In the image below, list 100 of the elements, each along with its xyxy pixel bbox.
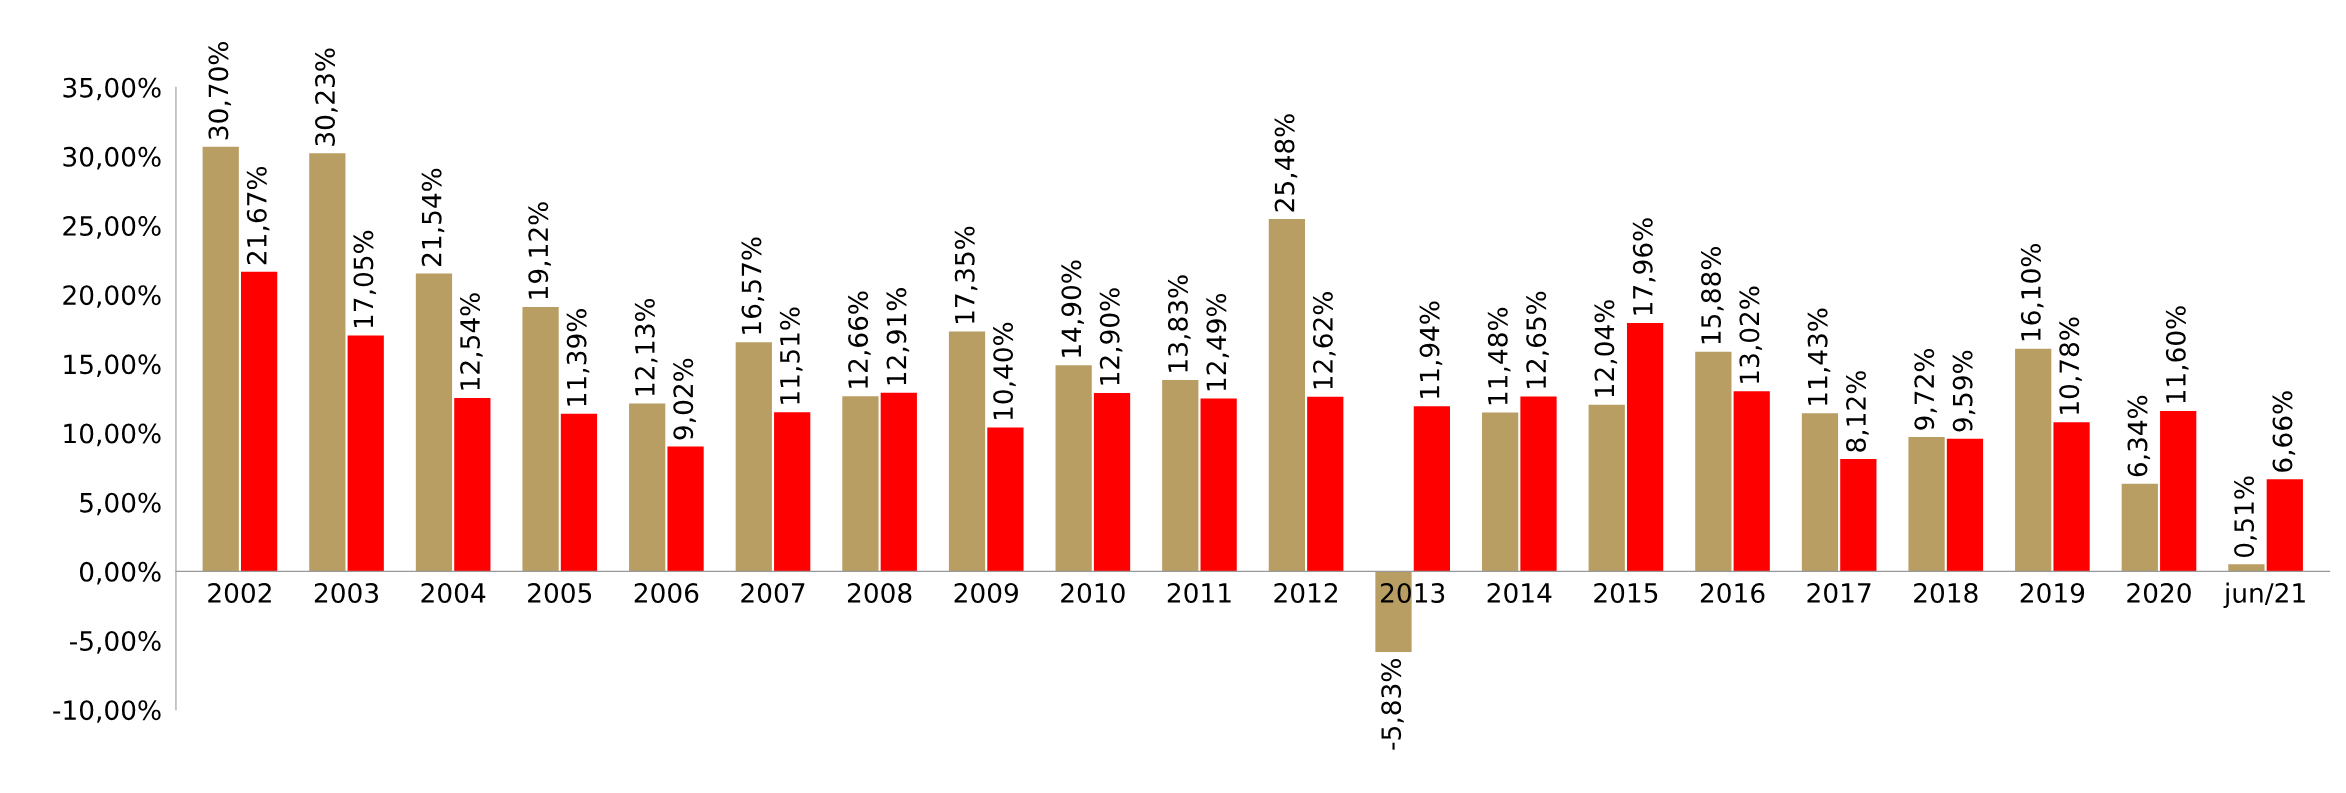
- bar: [1520, 396, 1557, 572]
- data-label: 9,72%: [1914, 349, 1937, 430]
- data-label: 11,39%: [566, 309, 590, 406]
- y-tick-label: 15,00%: [64, 354, 161, 377]
- x-tick-label: 2017: [1807, 582, 1871, 603]
- data-label: 11,60%: [2165, 306, 2189, 403]
- bar: [454, 397, 491, 572]
- x-tick-label: 2005: [528, 582, 592, 603]
- x-tick-label: 2020: [2127, 582, 2191, 603]
- data-label: 30,70%: [208, 41, 232, 140]
- x-tick-label: 2018: [1914, 582, 1978, 603]
- data-label: 12,65%: [1526, 291, 1549, 388]
- bar: [880, 392, 917, 572]
- bar: [1695, 351, 1732, 572]
- data-label: 13,02%: [1739, 286, 1763, 383]
- bar: [1840, 459, 1877, 572]
- x-tick-label: 2016: [1700, 582, 1765, 603]
- data-label: 6,34%: [2127, 395, 2151, 477]
- y-tick-label: -5,00%: [70, 631, 161, 654]
- bar: [1093, 392, 1131, 572]
- bar: [1946, 438, 1984, 572]
- x-tick-label: 2002: [208, 582, 271, 603]
- x-tick-label: 2010: [1061, 582, 1125, 603]
- data-label: 12,90%: [1099, 288, 1123, 385]
- bar: [1307, 396, 1344, 572]
- bar: [1055, 365, 1092, 572]
- data-label: 21,54%: [421, 168, 445, 266]
- data-label: 13,83%: [1167, 275, 1191, 372]
- bar: [2015, 348, 2052, 572]
- data-label: 12,13%: [634, 298, 658, 396]
- x-tick-label: 2019: [2020, 582, 2085, 603]
- data-label: 12,62%: [1312, 292, 1336, 389]
- bar: [2266, 479, 2303, 572]
- bar: [202, 146, 239, 572]
- bar: [1908, 436, 1945, 572]
- data-label: 19,12%: [528, 202, 551, 299]
- data-label: 25,48%: [1274, 114, 1298, 212]
- y-tick-label: 30,00%: [63, 146, 161, 170]
- data-label: 10,40%: [993, 322, 1016, 420]
- bar: [309, 153, 346, 572]
- data-label: 8,12%: [1846, 371, 1869, 452]
- bar: [1481, 412, 1519, 572]
- bar: [667, 446, 704, 572]
- x-tick-label: 2012: [1274, 582, 1338, 603]
- bar: [240, 271, 278, 572]
- data-label: 16,10%: [2020, 243, 2044, 341]
- bar: [774, 412, 811, 572]
- bar: [2053, 422, 2090, 572]
- data-label: 11,94%: [1419, 301, 1443, 398]
- bar: [2160, 410, 2197, 572]
- bar: [522, 306, 559, 572]
- x-tick-label: 2011: [1167, 582, 1231, 603]
- x-tick-label: 2008: [847, 582, 912, 603]
- y-tick-label: 0,00%: [79, 561, 161, 585]
- data-label: 17,05%: [353, 230, 377, 328]
- x-tick-label: 2009: [954, 582, 1018, 603]
- data-label: 11,48%: [1487, 307, 1511, 405]
- data-label: -5,83%: [1381, 659, 1404, 750]
- x-tick-label: 2006: [634, 582, 699, 603]
- x-tick-label: 2014: [1487, 582, 1552, 603]
- data-label: 14,90%: [1061, 260, 1084, 357]
- bar: [347, 335, 384, 572]
- bar: [1200, 398, 1237, 572]
- bar: [629, 403, 666, 572]
- bar: [2121, 483, 2158, 572]
- bar: [1733, 391, 1770, 572]
- bar: [1268, 218, 1306, 572]
- bar: [560, 413, 598, 572]
- data-label: 12,66%: [848, 291, 871, 388]
- data-label: 16,57%: [741, 237, 765, 334]
- y-tick-label: 25,00%: [63, 216, 161, 239]
- data-label: 12,04%: [1594, 300, 1618, 397]
- bar: [1626, 322, 1664, 572]
- data-label: 12,91%: [886, 288, 910, 385]
- bar: [1162, 380, 1199, 572]
- x-tick-label: 2004: [421, 582, 486, 603]
- y-tick-label: 10,00%: [64, 423, 161, 447]
- data-label: 17,35%: [954, 226, 978, 323]
- x-tick-label: jun/21: [2223, 582, 2305, 609]
- data-label: 9,02%: [673, 358, 696, 440]
- bar: [1413, 406, 1450, 572]
- data-label: 30,23%: [315, 48, 338, 146]
- data-label: 11,51%: [779, 307, 803, 404]
- bar: [735, 342, 772, 572]
- x-tick-label: 2015: [1594, 582, 1658, 603]
- data-label: 10,78%: [2059, 317, 2082, 414]
- y-tick-label: -10,00%: [53, 700, 161, 723]
- bar: [987, 427, 1024, 572]
- bar: [842, 396, 879, 572]
- data-label: 12,54%: [460, 293, 483, 390]
- data-label: 12,49%: [1206, 293, 1229, 391]
- bar: [1588, 404, 1625, 572]
- data-label: 6,66%: [2272, 391, 2296, 472]
- bar: [2228, 564, 2265, 572]
- data-label: 11,43%: [1807, 308, 1831, 405]
- x-tick-label: 2003: [314, 582, 378, 603]
- bar: [948, 331, 986, 572]
- data-label: 21,67%: [246, 166, 270, 265]
- data-label: 15,88%: [1701, 247, 1724, 344]
- data-label: 17,96%: [1632, 218, 1656, 315]
